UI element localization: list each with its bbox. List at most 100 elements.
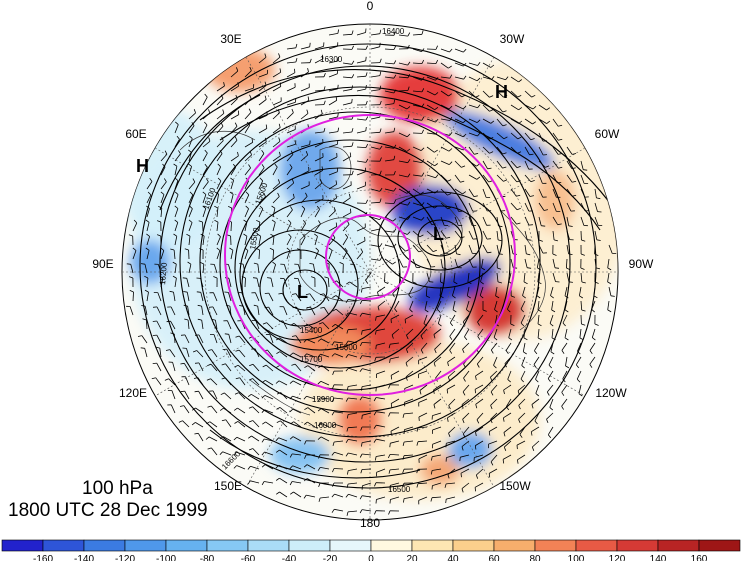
wind-barb bbox=[258, 249, 260, 260]
wind-barb-flag bbox=[174, 177, 179, 181]
wind-barb-flag bbox=[145, 219, 150, 223]
wind-barb-flag bbox=[264, 306, 269, 309]
wind-barb bbox=[502, 454, 512, 460]
wind-barb-flag bbox=[379, 85, 382, 90]
wind-barb bbox=[433, 356, 442, 364]
wind-barb-flag bbox=[607, 309, 612, 313]
wind-barb-flag bbox=[173, 233, 178, 237]
wind-barb-flag bbox=[206, 421, 211, 425]
wind-barb-flag bbox=[561, 350, 565, 354]
wind-barb-flag bbox=[335, 194, 337, 199]
wind-barb bbox=[342, 102, 352, 106]
wind-barb bbox=[482, 216, 487, 226]
wind-barb-flag bbox=[379, 58, 382, 63]
wind-barb-flag bbox=[572, 153, 577, 155]
colorbar-tick-label: -120 bbox=[115, 554, 135, 561]
wind-barb bbox=[432, 468, 442, 471]
wind-barb bbox=[334, 508, 344, 512]
wind-barb-flag bbox=[233, 407, 238, 411]
wind-barb-flag bbox=[214, 205, 219, 209]
wind-barb-flag bbox=[174, 219, 179, 223]
wind-barb bbox=[426, 104, 435, 111]
wind-barb bbox=[348, 384, 358, 387]
wind-barb-flag bbox=[271, 205, 276, 209]
wind-barb bbox=[198, 391, 204, 400]
wind-barb bbox=[376, 424, 386, 428]
wind-barb bbox=[257, 306, 260, 316]
wind-barb-flag bbox=[490, 120, 495, 124]
contour-label: 15800 bbox=[335, 343, 358, 352]
wind-barb bbox=[496, 202, 502, 212]
wind-barb-flag bbox=[351, 85, 353, 90]
wind-barb-flag bbox=[219, 150, 223, 154]
wind-barb bbox=[295, 293, 302, 302]
wind-barb bbox=[503, 426, 512, 433]
wind-barb bbox=[477, 328, 484, 337]
wind-barb bbox=[370, 188, 380, 192]
wind-barb bbox=[578, 384, 582, 394]
wind-barb-flag bbox=[393, 228, 397, 233]
wind-barb-flag bbox=[246, 121, 251, 126]
wind-barb-flag bbox=[405, 362, 408, 367]
wind-barb bbox=[424, 300, 428, 310]
wind-barb-flag bbox=[456, 253, 461, 256]
wind-barb bbox=[510, 244, 514, 254]
colorbar-swatch bbox=[411, 539, 454, 552]
wind-barb bbox=[398, 62, 408, 66]
wind-barb-flag bbox=[289, 395, 293, 400]
wind-barb bbox=[461, 440, 470, 447]
wind-barb-flag bbox=[230, 177, 234, 181]
wind-barb bbox=[370, 228, 380, 232]
wind-barb-flag bbox=[550, 351, 555, 355]
wind-barb-flag bbox=[244, 247, 249, 251]
wind-barb bbox=[524, 258, 528, 268]
wind-barb bbox=[538, 146, 544, 156]
wind-barb bbox=[454, 258, 459, 268]
wind-barb bbox=[398, 174, 408, 178]
wind-barb bbox=[384, 76, 394, 79]
wind-barb-flag bbox=[221, 419, 226, 422]
wind-barb-flag bbox=[406, 106, 411, 110]
wind-barb-flag bbox=[505, 350, 509, 355]
wind-barb bbox=[448, 426, 456, 434]
wind-barb-flag bbox=[589, 350, 593, 355]
wind-barb bbox=[510, 76, 519, 83]
wind-barb bbox=[510, 160, 518, 168]
wind-barb bbox=[300, 144, 310, 148]
wind-barb bbox=[370, 33, 380, 36]
wind-barb bbox=[384, 230, 394, 233]
wind-barb bbox=[300, 100, 310, 106]
wind-barb-flag bbox=[461, 404, 464, 409]
wind-barb-flag bbox=[265, 124, 268, 129]
wind-barb-flag bbox=[538, 239, 543, 242]
wind-barb-flag bbox=[373, 424, 377, 429]
wind-barb-flag bbox=[393, 199, 397, 204]
wind-barb bbox=[334, 440, 344, 443]
wind-barb-flag bbox=[202, 205, 207, 209]
wind-barb bbox=[268, 292, 274, 302]
wind-barb bbox=[426, 230, 435, 238]
wind-barb bbox=[564, 328, 568, 338]
wind-barb-flag bbox=[503, 390, 505, 395]
wind-barb bbox=[390, 440, 400, 444]
wind-barb bbox=[286, 197, 295, 204]
wind-barb bbox=[562, 370, 568, 380]
wind-barb bbox=[531, 398, 540, 405]
wind-barb-flag bbox=[164, 378, 169, 381]
wind-barb-flag bbox=[419, 234, 424, 238]
wind-barb bbox=[188, 152, 192, 162]
wind-barb bbox=[594, 216, 599, 226]
wind-barb bbox=[537, 328, 540, 339]
wind-barb bbox=[342, 33, 353, 36]
wind-barb bbox=[577, 342, 582, 352]
wind-barb-flag bbox=[191, 122, 195, 126]
wind-barb-flag bbox=[388, 469, 391, 474]
wind-barb bbox=[377, 300, 386, 307]
wind-barb bbox=[300, 46, 310, 50]
wind-barb bbox=[169, 349, 176, 358]
wind-barb bbox=[406, 342, 414, 350]
contour-label: 16300 bbox=[320, 55, 343, 64]
wind-barb-flag bbox=[503, 136, 508, 140]
wind-barb-flag bbox=[319, 293, 324, 296]
wind-barb bbox=[496, 174, 504, 182]
